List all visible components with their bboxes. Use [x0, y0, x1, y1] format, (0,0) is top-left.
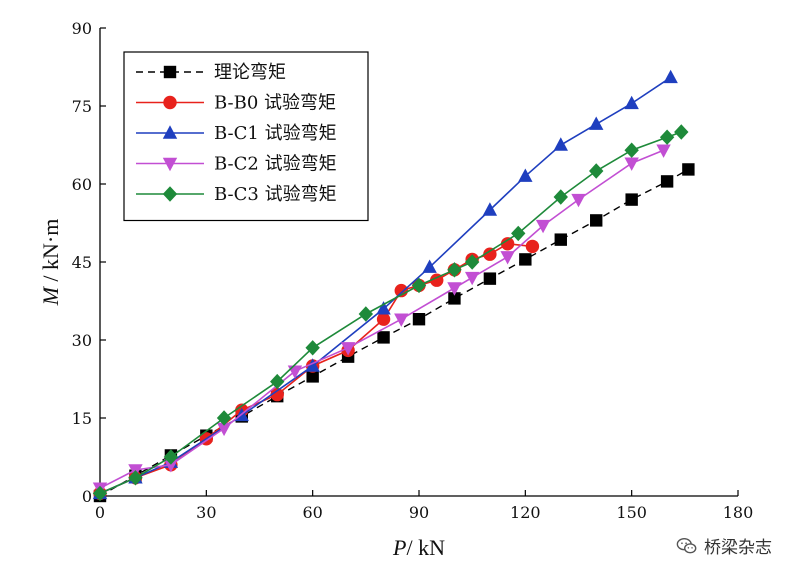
data-point — [216, 410, 232, 426]
series-4 — [92, 124, 689, 502]
y-tick-label: 15 — [72, 409, 92, 428]
x-axis-variable: P — [392, 535, 406, 560]
data-point — [500, 251, 515, 265]
wechat-icon — [676, 537, 697, 553]
data-point — [411, 277, 427, 294]
data-point — [305, 340, 320, 356]
series-line — [99, 149, 664, 489]
data-point — [394, 313, 409, 327]
y-tick-label: 0 — [82, 487, 92, 506]
y-axis-title: M / kN·m — [38, 219, 63, 307]
x-axis-title: P/ kN — [392, 535, 445, 560]
x-tick-label: 0 — [95, 503, 105, 522]
data-point — [571, 193, 586, 208]
data-point — [663, 69, 678, 84]
legend-label: 理论弯矩 — [214, 62, 286, 83]
data-point — [483, 272, 497, 285]
y-tick-label: 45 — [72, 253, 92, 272]
data-point — [624, 142, 639, 158]
data-point — [624, 157, 639, 171]
data-point — [128, 470, 143, 486]
axis-ticks: 0 30 60 90 120 150 180 0 15 30 45 60 75 90 — [72, 19, 754, 522]
data-point — [270, 373, 285, 390]
data-point — [518, 168, 533, 182]
data-point — [590, 214, 603, 227]
legend-label: B-C2 试验弯矩 — [214, 154, 337, 175]
y-tick-label: 90 — [72, 19, 92, 38]
legend-item: 理论弯矩 — [136, 62, 286, 83]
data-point — [464, 254, 480, 270]
data-point — [519, 253, 532, 266]
data-point — [412, 313, 426, 326]
legend-label: B-B0 试验弯矩 — [214, 93, 336, 114]
data-point — [464, 271, 480, 286]
legend-label: B-C3 试验弯矩 — [214, 184, 337, 205]
data-point — [554, 233, 567, 246]
data-point — [482, 202, 498, 216]
data-point — [553, 137, 568, 151]
data-point — [674, 124, 689, 140]
data-point — [624, 95, 639, 110]
data-point — [376, 312, 391, 326]
y-tick-label: 60 — [72, 175, 92, 194]
y-axis-unit: / kN·m — [38, 219, 63, 287]
data-point — [553, 189, 568, 205]
data-point — [589, 116, 604, 130]
x-tick-label: 30 — [196, 503, 216, 522]
data-point — [422, 259, 437, 273]
watermark: 桥梁杂志 — [676, 533, 772, 558]
data-point — [92, 485, 108, 502]
data-point — [525, 239, 540, 254]
data-point — [447, 262, 462, 278]
x-tick-label: 150 — [616, 503, 647, 522]
data-point — [535, 219, 551, 234]
data-point — [305, 358, 320, 372]
data-point — [163, 459, 179, 473]
legend-marker — [163, 65, 177, 79]
x-tick-label: 120 — [510, 503, 541, 522]
data-point — [483, 247, 497, 261]
x-tick-label: 90 — [409, 503, 429, 522]
data-point — [163, 449, 179, 465]
legend-item: B-C2 试验弯矩 — [136, 154, 337, 175]
y-tick-label: 30 — [72, 331, 92, 350]
data-point — [500, 237, 515, 251]
y-axis-variable: M — [38, 285, 63, 306]
data-point — [656, 144, 671, 158]
x-axis-unit: / kN — [406, 535, 445, 560]
data-point — [340, 342, 356, 356]
data-point — [589, 163, 604, 179]
legend-marker — [162, 157, 178, 172]
x-tick-label: 180 — [723, 503, 754, 522]
data-point — [306, 370, 319, 383]
data-point — [682, 163, 695, 176]
legend-item: B-C1 试验弯矩 — [136, 123, 337, 144]
series-3 — [92, 144, 671, 496]
data-point — [511, 225, 526, 242]
data-point — [216, 422, 232, 437]
data-point — [660, 175, 674, 188]
legend-marker — [162, 186, 178, 202]
data-point — [447, 282, 462, 296]
data-point — [270, 387, 284, 402]
legend-item: B-C3 试验弯矩 — [136, 184, 337, 205]
data-point — [625, 193, 638, 206]
watermark-text: 桥梁杂志 — [704, 538, 772, 558]
y-tick-label: 75 — [72, 97, 92, 116]
series-layer — [92, 69, 695, 503]
legend: 理论弯矩 B-B0 试验弯矩 B-C1 试验弯矩 B-C2 试验弯矩 B-C3 试验弯矩 — [123, 51, 369, 222]
legend-item: B-B0 试验弯矩 — [136, 93, 336, 114]
data-point — [376, 301, 391, 315]
legend-label: B-C1 试验弯矩 — [214, 123, 337, 144]
legend-marker — [163, 95, 177, 110]
legend-marker — [162, 125, 178, 139]
data-point — [358, 306, 374, 322]
data-point — [377, 331, 390, 344]
series-line — [99, 131, 682, 495]
data-point — [448, 292, 461, 305]
x-tick-label: 60 — [302, 503, 322, 522]
data-point — [659, 129, 675, 145]
